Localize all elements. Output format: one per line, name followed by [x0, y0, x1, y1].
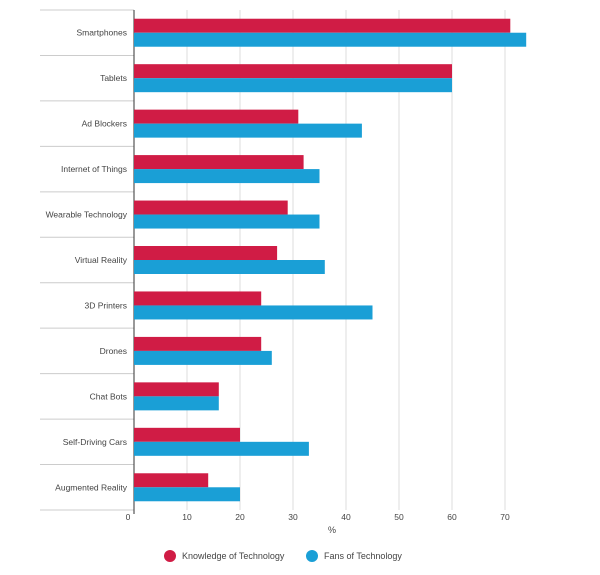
bar-knowledge	[134, 382, 219, 397]
x-tick-label: 20	[235, 512, 245, 522]
bar-fans	[134, 169, 320, 184]
legend-label-knowledge: Knowledge of Technology	[182, 551, 285, 561]
legend: Knowledge of Technology Fans of Technolog…	[164, 550, 402, 562]
bars-layer	[134, 18, 527, 502]
bar-knowledge	[134, 200, 288, 215]
bar-fans	[134, 441, 309, 456]
category-label: Ad Blockers	[82, 119, 127, 129]
bar-knowledge	[134, 246, 278, 260]
bar-fans	[134, 396, 219, 411]
bar-fans	[134, 350, 272, 365]
bar-fans	[134, 305, 373, 320]
bar-knowledge	[134, 64, 452, 79]
category-label: Drones	[100, 346, 127, 356]
bar-knowledge	[134, 427, 240, 442]
x-tick-label: 10	[182, 512, 192, 522]
legend-label-fans: Fans of Technology	[324, 551, 402, 561]
bar-fans	[134, 123, 362, 138]
labels-layer: Smartphones Tablets Ad Blockers Internet of…	[46, 28, 510, 522]
bar-knowledge	[134, 473, 209, 488]
x-tick-label: 60	[447, 512, 457, 522]
bar-knowledge	[134, 109, 299, 124]
bar-knowledge	[134, 291, 262, 306]
x-tick-label: 30	[288, 512, 298, 522]
bar-fans	[134, 487, 240, 502]
bar-knowledge	[134, 336, 262, 351]
bar-knowledge	[134, 18, 511, 33]
legend-swatch-fans	[306, 550, 318, 562]
category-label: Virtual Reality	[75, 255, 128, 265]
category-label: Self-Driving Cars	[63, 437, 127, 447]
bar-fans	[134, 78, 452, 93]
legend-swatch-knowledge	[164, 550, 176, 562]
category-label: Smartphones	[76, 28, 127, 38]
x-tick-label: 0	[126, 512, 131, 522]
bar-fans	[134, 32, 527, 47]
category-label: Chat Bots	[90, 391, 127, 401]
category-label: Augmented Reality	[55, 482, 128, 492]
x-axis-title: %	[328, 525, 336, 535]
category-label: Tablets	[100, 73, 127, 83]
bar-fans	[134, 260, 325, 274]
x-tick-label: 40	[341, 512, 351, 522]
category-label: 3D Printers	[84, 300, 127, 310]
grid-layer	[40, 9, 506, 514]
x-tick-label: 70	[500, 512, 510, 522]
bar-knowledge	[134, 155, 304, 170]
category-label: Internet of Things	[61, 164, 127, 174]
category-label: Wearable Technology	[46, 210, 128, 220]
x-tick-label: 50	[394, 512, 404, 522]
bar-fans	[134, 214, 320, 229]
